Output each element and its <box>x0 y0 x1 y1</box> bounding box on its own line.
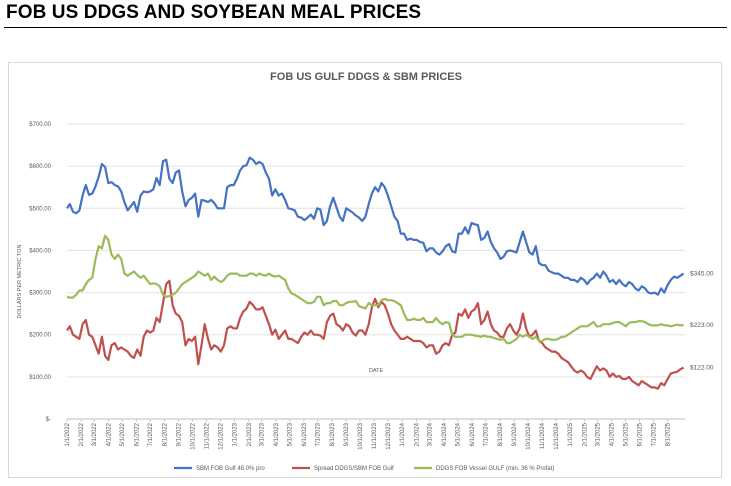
x-tick-label: 8/1/2022 <box>162 422 168 446</box>
x-tick-label: 7/1/2024 <box>484 422 490 446</box>
y-tick-label: $700.00 <box>29 122 51 128</box>
x-tick-label: 5/1/2025 <box>623 422 629 446</box>
x-tick-label: 8/1/2024 <box>498 422 504 446</box>
y-tick-label: $600.00 <box>29 164 51 170</box>
chart-series <box>66 156 685 390</box>
x-tick-label: 8/1/2025 <box>666 422 672 446</box>
x-tick-label: 6/1/2023 <box>302 422 308 446</box>
series-line <box>66 279 685 390</box>
series-end-label: $122.00 <box>690 365 714 372</box>
x-tick-label: 10/1/2023 <box>358 422 364 449</box>
x-tick-label: 10/1/2024 <box>526 422 532 449</box>
x-tick-label: 12/1/2023 <box>386 422 392 449</box>
y-tick-label: $- <box>46 417 51 423</box>
y-tick-label: $100.00 <box>29 375 51 381</box>
x-tick-label: 11/1/2023 <box>372 422 378 449</box>
series-end-labels: $345.00 $122.00 $223.00 <box>690 271 714 372</box>
series-end-label: $223.00 <box>690 322 714 329</box>
x-tick-label: 4/1/2025 <box>610 422 616 446</box>
x-tick-label: 2/1/2025 <box>582 422 588 446</box>
x-tick-label: 6/1/2022 <box>134 422 140 446</box>
chart-legend: SBM FOB Gulf 48.0% pro Spread DDGS/SBM FO… <box>174 466 554 472</box>
x-tick-label: 7/1/2022 <box>148 422 154 446</box>
x-tick-label: 3/1/2025 <box>595 422 601 446</box>
legend-label: Spread DDGS/SBM FOB Gulf <box>314 466 394 472</box>
x-tick-label: 6/1/2025 <box>638 422 644 446</box>
page-heading: FOB US DDGS AND SOYBEAN MEAL PRICES <box>6 2 422 23</box>
x-tick-label: 9/1/2022 <box>177 422 183 446</box>
y-tick-label: $300.00 <box>29 291 51 297</box>
x-axis-title: DATE <box>369 368 384 374</box>
y-tick-label: $200.00 <box>29 333 51 339</box>
y-axis-ticks: $- $100.00 $200.00 $300.00 $400.00 $500.00 $60… <box>29 122 51 423</box>
y-axis-title: DOLLARS PER METRIC TON <box>17 244 23 318</box>
chart-frame: FOB US GULF DDGS & SBM PRICES $- $100.00 $… <box>8 62 722 478</box>
x-tick-label: 12/1/2022 <box>218 422 224 449</box>
x-tick-label: 7/1/2025 <box>651 422 657 446</box>
x-tick-label: 4/1/2023 <box>274 422 280 446</box>
x-tick-label: 6/1/2024 <box>470 422 476 446</box>
heading-divider <box>4 27 727 28</box>
x-tick-label: 10/1/2022 <box>190 422 196 449</box>
x-tick-label: 9/1/2023 <box>344 422 350 446</box>
x-tick-label: 2/1/2023 <box>247 422 253 446</box>
x-tick-label: 5/1/2022 <box>120 422 126 446</box>
x-tick-label: 4/1/2022 <box>106 422 112 446</box>
x-tick-label: 1/1/2025 <box>568 422 574 446</box>
series-line <box>66 234 684 345</box>
x-tick-label: 11/1/2022 <box>205 422 211 449</box>
x-axis-ticks: 1/1/2022 2/1/2022 3/1/2022 4/1/2022 5/1/2022… <box>65 419 672 450</box>
x-tick-label: 1/1/2024 <box>400 422 406 446</box>
series-end-label: $345.00 <box>690 271 714 278</box>
x-tick-label: 9/1/2024 <box>512 422 518 446</box>
x-tick-label: 3/1/2024 <box>428 422 434 446</box>
x-tick-label: 7/1/2023 <box>316 422 322 446</box>
price-line-chart: FOB US GULF DDGS & SBM PRICES $-$100.00$… <box>17 71 714 472</box>
x-tick-label: 8/1/2023 <box>330 422 336 446</box>
x-tick-label: 2/1/2024 <box>414 422 420 446</box>
legend-label: SBM FOB Gulf 48.0% pro <box>196 466 265 472</box>
y-tick-label: $400.00 <box>29 248 51 254</box>
y-tick-label: $500.00 <box>29 206 51 212</box>
x-tick-label: 12/1/2024 <box>554 422 560 449</box>
x-tick-label: 2/1/2022 <box>79 422 85 446</box>
x-tick-label: 5/1/2023 <box>288 422 294 446</box>
x-tick-label: 5/1/2024 <box>456 422 462 446</box>
x-tick-label: 3/1/2023 <box>260 422 266 446</box>
x-tick-label: 1/1/2022 <box>65 422 71 446</box>
chart-title: FOB US GULF DDGS & SBM PRICES <box>270 71 462 83</box>
legend-label: DDGS FOB Vessel GULF (min. 36 % Profat) <box>436 466 554 472</box>
x-tick-label: 4/1/2024 <box>442 422 448 446</box>
x-tick-label: 11/1/2024 <box>540 422 546 449</box>
x-tick-label: 1/1/2023 <box>233 422 239 446</box>
x-tick-label: 3/1/2022 <box>92 422 98 446</box>
series-line <box>66 156 685 296</box>
